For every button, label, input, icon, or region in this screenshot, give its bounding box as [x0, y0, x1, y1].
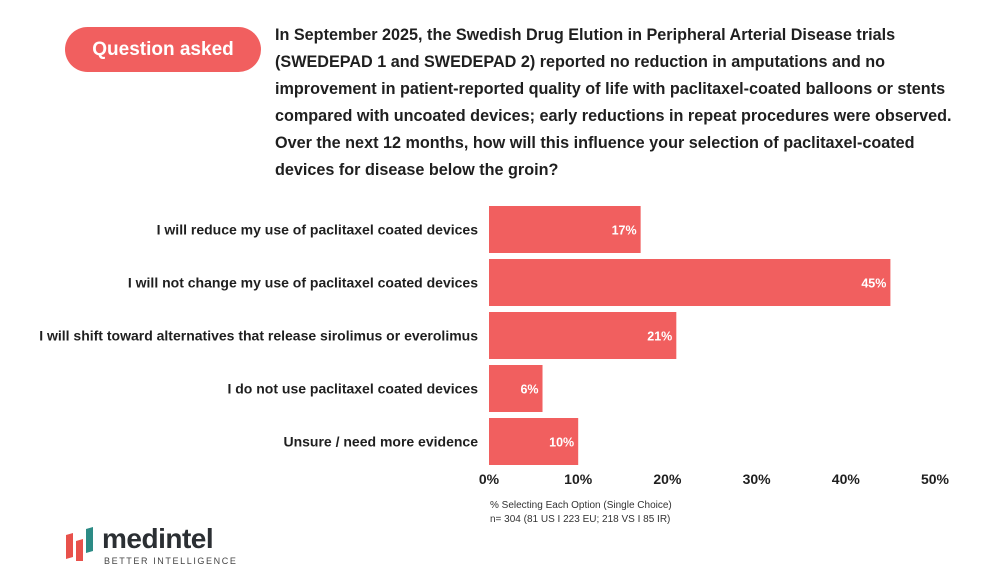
x-tick-label: 30%	[743, 471, 772, 487]
chart-footnote: % Selecting Each Option (Single Choice) …	[490, 499, 672, 527]
logo-tagline: BETTER INTELLIGENCE	[104, 556, 238, 566]
x-tick-label: 20%	[653, 471, 682, 487]
x-tick-label: 40%	[832, 471, 861, 487]
bar	[489, 365, 543, 412]
data-label: 17%	[612, 224, 637, 238]
bar	[489, 206, 641, 253]
x-axis-label: % Selecting Each Option (Single Choice)	[490, 500, 672, 511]
question-asked-label: Question asked	[92, 38, 234, 60]
category-label: I will reduce my use of paclitaxel coate…	[157, 222, 479, 238]
sample-size-note: n= 304 (81 US I 223 EU; 218 VS I 85 IR)	[490, 514, 671, 525]
x-tick-label: 10%	[564, 471, 593, 487]
x-tick-label: 0%	[479, 471, 500, 487]
logo-wordmark: medintel	[102, 523, 214, 554]
x-tick-label: 50%	[921, 471, 950, 487]
question-text: In September 2025, the Swedish Drug Elut…	[275, 26, 952, 179]
bar	[489, 259, 891, 306]
bar	[489, 312, 677, 359]
question-asked-badge: Question asked	[65, 27, 261, 72]
category-label: I will not change my use of paclitaxel c…	[128, 275, 478, 291]
bar-chart: I will reduce my use of paclitaxel coate…	[39, 206, 950, 487]
data-label: 45%	[861, 277, 886, 291]
medintel-logo-icon	[66, 527, 93, 561]
category-label: I do not use paclitaxel coated devices	[227, 381, 478, 397]
category-label: I will shift toward alternatives that re…	[39, 328, 478, 344]
category-label: Unsure / need more evidence	[283, 434, 478, 450]
data-label: 21%	[647, 330, 672, 344]
bar	[489, 418, 579, 465]
data-label: 6%	[520, 383, 538, 397]
data-label: 10%	[549, 436, 574, 450]
